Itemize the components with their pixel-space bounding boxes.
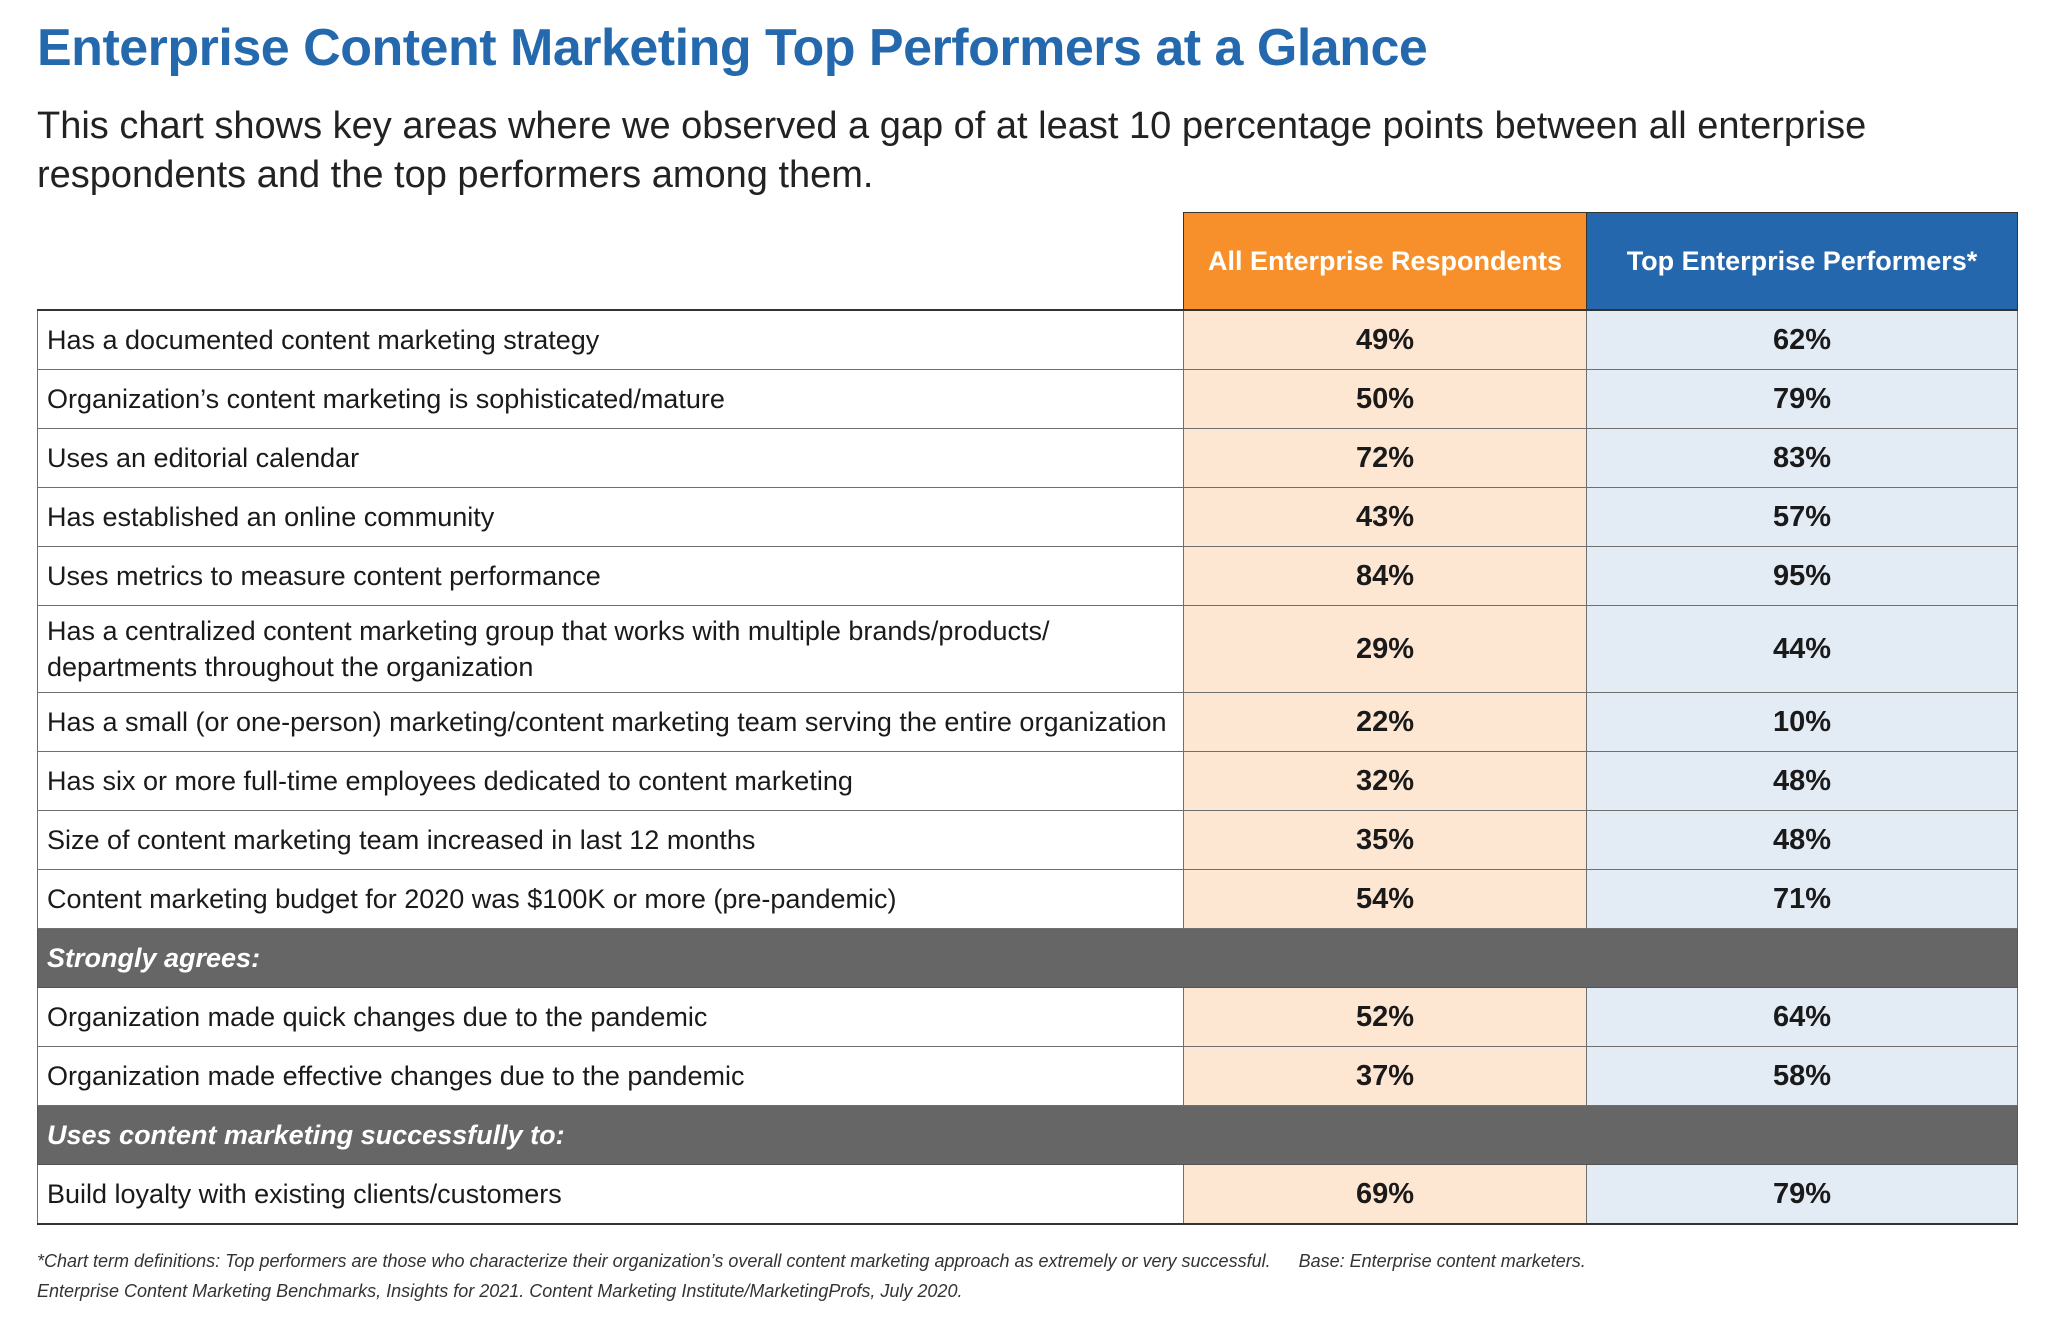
chart-title: Enterprise Content Marketing Top Perform… — [37, 19, 1428, 77]
chart-subtitle: This chart shows key areas where we obse… — [37, 105, 1867, 196]
top-performers-value: 10% — [1586, 692, 2018, 752]
table-row: Size of content marketing team increased… — [37, 810, 2018, 870]
row-label: Size of content marketing team increased… — [37, 810, 1184, 870]
top-performers-value: 48% — [1586, 751, 2018, 811]
row-label: Organization made effective changes due … — [37, 1046, 1184, 1106]
all-respondents-value: 35% — [1183, 810, 1587, 870]
row-label: Has a centralized content marketing grou… — [37, 605, 1184, 693]
all-respondents-value: 49% — [1183, 309, 1587, 370]
row-label: Organization made quick changes due to t… — [37, 987, 1184, 1047]
top-performers-value: 57% — [1586, 487, 2018, 547]
section-header-label: Uses content marketing successfully to: — [37, 1105, 2018, 1165]
all-respondents-value: 43% — [1183, 487, 1587, 547]
comparison-table: All Enterprise Respondents Top Enterpris… — [37, 212, 2018, 1225]
table-row: Build loyalty with existing clients/cust… — [37, 1164, 2018, 1225]
top-performers-value: 79% — [1586, 369, 2018, 429]
footnote-base: Base: Enterprise content marketers. — [1298, 1251, 1586, 1271]
table-row: Has six or more full-time employees dedi… — [37, 751, 2018, 811]
header-all-respondents: All Enterprise Respondents — [1183, 212, 1587, 311]
row-label: Has a documented content marketing strat… — [37, 309, 1184, 370]
footnote-source: Enterprise Content Marketing Benchmarks,… — [37, 1281, 963, 1301]
table-row: Organization made effective changes due … — [37, 1046, 2018, 1106]
table-row: Uses an editorial calendar 72% 83% — [37, 428, 2018, 488]
all-respondents-value: 22% — [1183, 692, 1587, 752]
row-label: Uses an editorial calendar — [37, 428, 1184, 488]
all-respondents-value: 50% — [1183, 369, 1587, 429]
top-performers-value: 71% — [1586, 869, 2018, 929]
row-label: Has established an online community — [37, 487, 1184, 547]
top-performers-value: 83% — [1586, 428, 2018, 488]
footnote-line-1: *Chart term definitions: Top performers … — [37, 1246, 2027, 1276]
section-header-row: Uses content marketing successfully to: — [37, 1105, 2018, 1165]
table-row: Uses metrics to measure content performa… — [37, 546, 2018, 606]
table-row: Has established an online community 43% 57… — [37, 487, 2018, 547]
section-header-label: Strongly agrees: — [37, 928, 2018, 988]
top-performers-value: 58% — [1586, 1046, 2018, 1106]
top-performers-value: 48% — [1586, 810, 2018, 870]
table-row: Content marketing budget for 2020 was $1… — [37, 869, 2018, 929]
header-row: All Enterprise Respondents Top Enterpris… — [38, 212, 2018, 311]
table-body: Has a documented content marketing strat… — [37, 309, 2018, 1225]
row-label: Uses metrics to measure content performa… — [37, 546, 1184, 606]
row-label: Has six or more full-time employees dedi… — [37, 751, 1184, 811]
section-header-row: Strongly agrees: — [37, 928, 2018, 988]
all-respondents-value: 29% — [1183, 605, 1587, 693]
top-performers-value: 79% — [1586, 1164, 2018, 1225]
table-row: Has a documented content marketing strat… — [37, 309, 2018, 370]
top-performers-value: 64% — [1586, 987, 2018, 1047]
table-row: Organization’s content marketing is soph… — [37, 369, 2018, 429]
top-performers-value: 95% — [1586, 546, 2018, 606]
footnote-definitions: *Chart term definitions: Top performers … — [37, 1251, 1271, 1271]
all-respondents-value: 72% — [1183, 428, 1587, 488]
row-label: Organization’s content marketing is soph… — [37, 369, 1184, 429]
all-respondents-value: 52% — [1183, 987, 1587, 1047]
row-label: Build loyalty with existing clients/cust… — [37, 1164, 1184, 1225]
all-respondents-value: 37% — [1183, 1046, 1587, 1106]
table-row: Organization made quick changes due to t… — [37, 987, 2018, 1047]
top-performers-value: 62% — [1586, 309, 2018, 370]
row-label: Has a small (or one-person) marketing/co… — [37, 692, 1184, 752]
row-label: Content marketing budget for 2020 was $1… — [37, 869, 1184, 929]
all-respondents-value: 54% — [1183, 869, 1587, 929]
top-performers-value: 44% — [1586, 605, 2018, 693]
header-blank-cell — [38, 213, 1184, 311]
table-row: Has a centralized content marketing grou… — [37, 605, 2018, 693]
table-row: Has a small (or one-person) marketing/co… — [37, 692, 2018, 752]
all-respondents-value: 32% — [1183, 751, 1587, 811]
header-top-performers: Top Enterprise Performers* — [1586, 212, 2018, 311]
footnote: *Chart term definitions: Top performers … — [37, 1246, 2027, 1306]
all-respondents-value: 84% — [1183, 546, 1587, 606]
all-respondents-value: 69% — [1183, 1164, 1587, 1225]
